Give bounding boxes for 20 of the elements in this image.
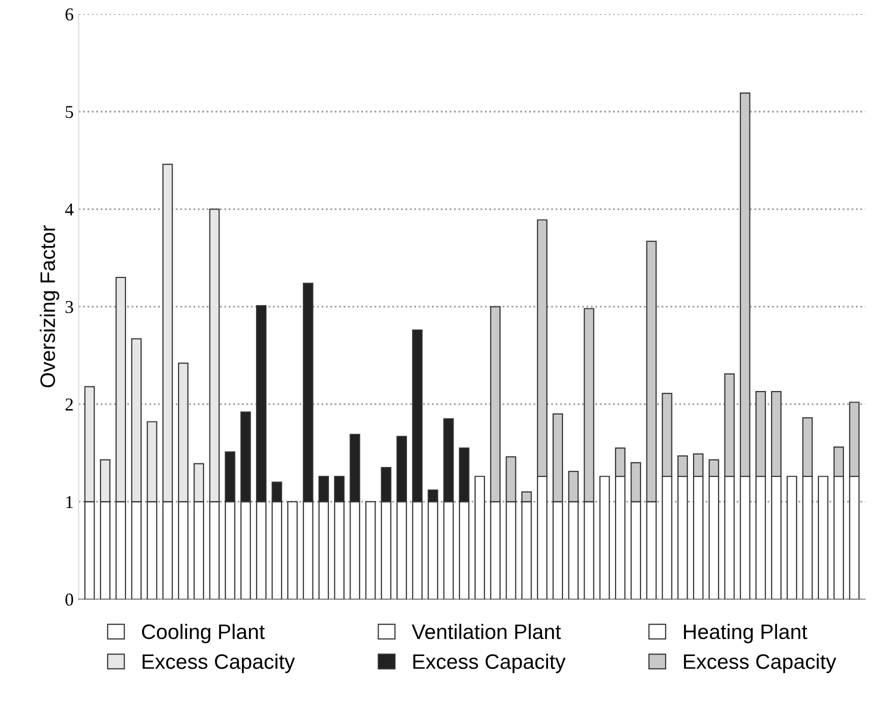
y-tick-label: 6	[66, 8, 74, 21]
bar	[786, 476, 798, 600]
legend-label: Heating Plant	[684, 624, 808, 644]
bar	[474, 476, 485, 600]
y-tick-label: 0	[65, 594, 74, 606]
legend-label: Cooling Plant	[142, 624, 265, 644]
y-tick-label: 2	[66, 398, 73, 410]
bar	[365, 501, 376, 600]
y-tick-label: 3	[66, 300, 74, 314]
legend-label: Excess Capacity	[684, 654, 836, 674]
bar	[599, 476, 610, 600]
bar	[818, 476, 828, 600]
legend-label: Excess Capacity	[413, 654, 566, 674]
y-tick-label: 1	[66, 496, 73, 508]
y-tick-label: 5	[66, 106, 74, 118]
bar	[287, 501, 298, 600]
y-tick-label: 4	[65, 204, 74, 216]
y-axis-title: Oversizing Factor	[40, 225, 60, 388]
legend-label: Excess Capacity	[142, 654, 295, 674]
legend-label: Ventilation Plant	[412, 624, 561, 640]
